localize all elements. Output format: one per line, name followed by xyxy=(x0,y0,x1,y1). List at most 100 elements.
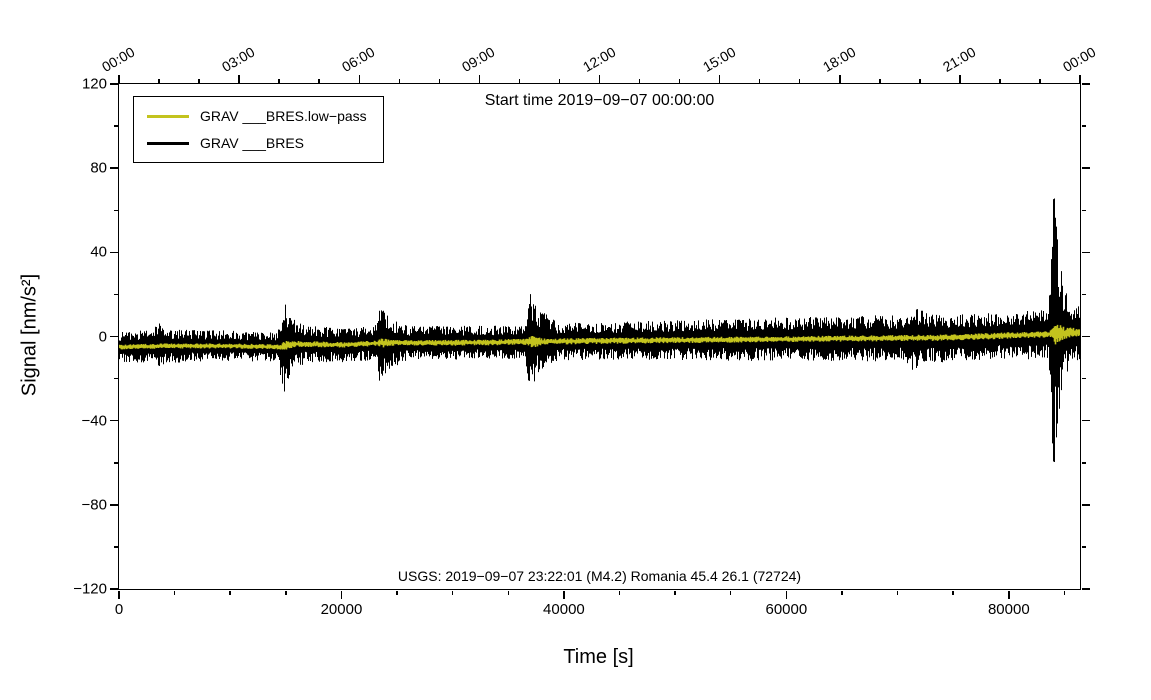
x-tick xyxy=(785,590,788,599)
y-tick-label: −80 xyxy=(81,496,107,514)
y-tick-label: 40 xyxy=(90,243,107,261)
x-tick xyxy=(340,590,343,599)
top-tick xyxy=(919,78,921,83)
x-tick-label: 0 xyxy=(114,601,124,618)
top-tick xyxy=(718,74,721,83)
y-tick xyxy=(109,335,118,338)
legend-item-lowpass: GRAV ___BRES.low−pass xyxy=(147,108,367,124)
top-tick xyxy=(238,74,240,83)
x-axis-label: Time [s] xyxy=(563,646,634,668)
y-tick xyxy=(1081,377,1086,380)
legend-line-lowpass-icon xyxy=(147,114,189,118)
top-tick-label: 00:00 xyxy=(99,43,138,75)
top-tick-label: 09:00 xyxy=(459,43,498,75)
top-tick-label: 15:00 xyxy=(699,43,738,75)
top-tick-label: 00:00 xyxy=(1060,43,1099,75)
top-tick xyxy=(558,78,561,83)
top-tick xyxy=(158,78,160,83)
x-tick xyxy=(118,590,120,599)
x-tick xyxy=(563,590,565,599)
top-tick xyxy=(1079,74,1081,83)
y-tick xyxy=(1081,588,1090,590)
y-tick xyxy=(113,377,118,380)
top-tick-label: 06:00 xyxy=(339,43,378,75)
y-tick xyxy=(109,167,118,169)
top-tick xyxy=(839,74,841,83)
y-tick xyxy=(1081,83,1090,85)
y-tick xyxy=(109,588,118,590)
y-tick xyxy=(1081,335,1090,338)
top-tick xyxy=(478,74,481,83)
y-tick-label: 120 xyxy=(81,75,107,93)
x-tick xyxy=(729,590,732,595)
x-tick xyxy=(229,590,231,595)
top-tick xyxy=(118,74,120,83)
top-tick xyxy=(1039,78,1041,83)
x-tick xyxy=(896,590,899,595)
top-tick-label: 21:00 xyxy=(939,43,979,75)
x-tick xyxy=(674,590,676,595)
x-tick xyxy=(451,590,454,595)
y-tick xyxy=(1081,251,1090,254)
y-tick xyxy=(113,293,118,296)
top-tick xyxy=(798,78,801,83)
y-tick xyxy=(1081,462,1086,464)
top-tick xyxy=(638,78,641,83)
x-tick-label: 60000 xyxy=(765,601,808,618)
y-tick xyxy=(109,251,118,254)
plot-area: Start time 2019−09−07 00:00:00 GRAV ___B… xyxy=(73,44,1098,618)
y-tick xyxy=(113,209,118,211)
y-tick xyxy=(1081,293,1086,296)
signal-canvas xyxy=(119,84,1080,589)
top-tick-label: 03:00 xyxy=(219,43,258,75)
x-tick xyxy=(507,590,510,595)
x-tick xyxy=(841,590,843,595)
y-tick xyxy=(1081,125,1086,127)
legend-line-raw-icon xyxy=(147,141,189,145)
x-tick-label: 20000 xyxy=(320,601,363,618)
top-tick-label: 18:00 xyxy=(819,43,859,75)
top-tick xyxy=(318,78,320,83)
x-tick-label: 80000 xyxy=(987,601,1030,618)
top-tick xyxy=(999,78,1001,83)
y-tick-label: 80 xyxy=(90,159,107,177)
y-tick xyxy=(113,462,118,464)
y-tick xyxy=(109,504,118,506)
top-tick xyxy=(598,74,601,83)
x-tick xyxy=(173,590,176,595)
y-tick xyxy=(1081,419,1090,422)
x-tick xyxy=(396,590,398,595)
y-tick-label: 0 xyxy=(98,328,107,345)
top-tick xyxy=(678,78,681,83)
y-tick xyxy=(1081,209,1086,211)
top-tick xyxy=(758,78,761,83)
y-tick xyxy=(109,83,118,85)
legend-item-raw: GRAV ___BRES xyxy=(147,135,367,151)
x-tick-label: 40000 xyxy=(543,601,585,618)
legend-label-raw: GRAV ___BRES xyxy=(200,135,305,151)
top-tick xyxy=(358,74,360,83)
top-tick xyxy=(398,78,401,83)
y-tick xyxy=(113,125,118,127)
y-axis-label: Signal [nm/s²] xyxy=(18,273,41,397)
y-tick xyxy=(1081,546,1086,548)
x-tick xyxy=(952,590,954,595)
x-tick xyxy=(1063,590,1066,595)
y-tick-label: −120 xyxy=(73,580,107,598)
y-tick xyxy=(1081,167,1090,169)
legend: GRAV ___BRES.low−pass GRAV ___BRES xyxy=(133,96,384,163)
x-tick xyxy=(618,590,621,595)
y-tick xyxy=(109,419,118,422)
y-tick xyxy=(113,546,118,548)
top-tick xyxy=(438,78,441,83)
top-tick xyxy=(198,78,200,83)
x-tick xyxy=(285,590,287,595)
x-tick xyxy=(1008,590,1010,599)
top-tick xyxy=(879,78,881,83)
top-tick xyxy=(959,74,961,83)
top-tick xyxy=(518,78,521,83)
y-tick-label: −40 xyxy=(81,412,107,430)
top-tick-label: 12:00 xyxy=(579,43,618,75)
legend-label-lowpass: GRAV ___BRES.low−pass xyxy=(200,108,367,124)
